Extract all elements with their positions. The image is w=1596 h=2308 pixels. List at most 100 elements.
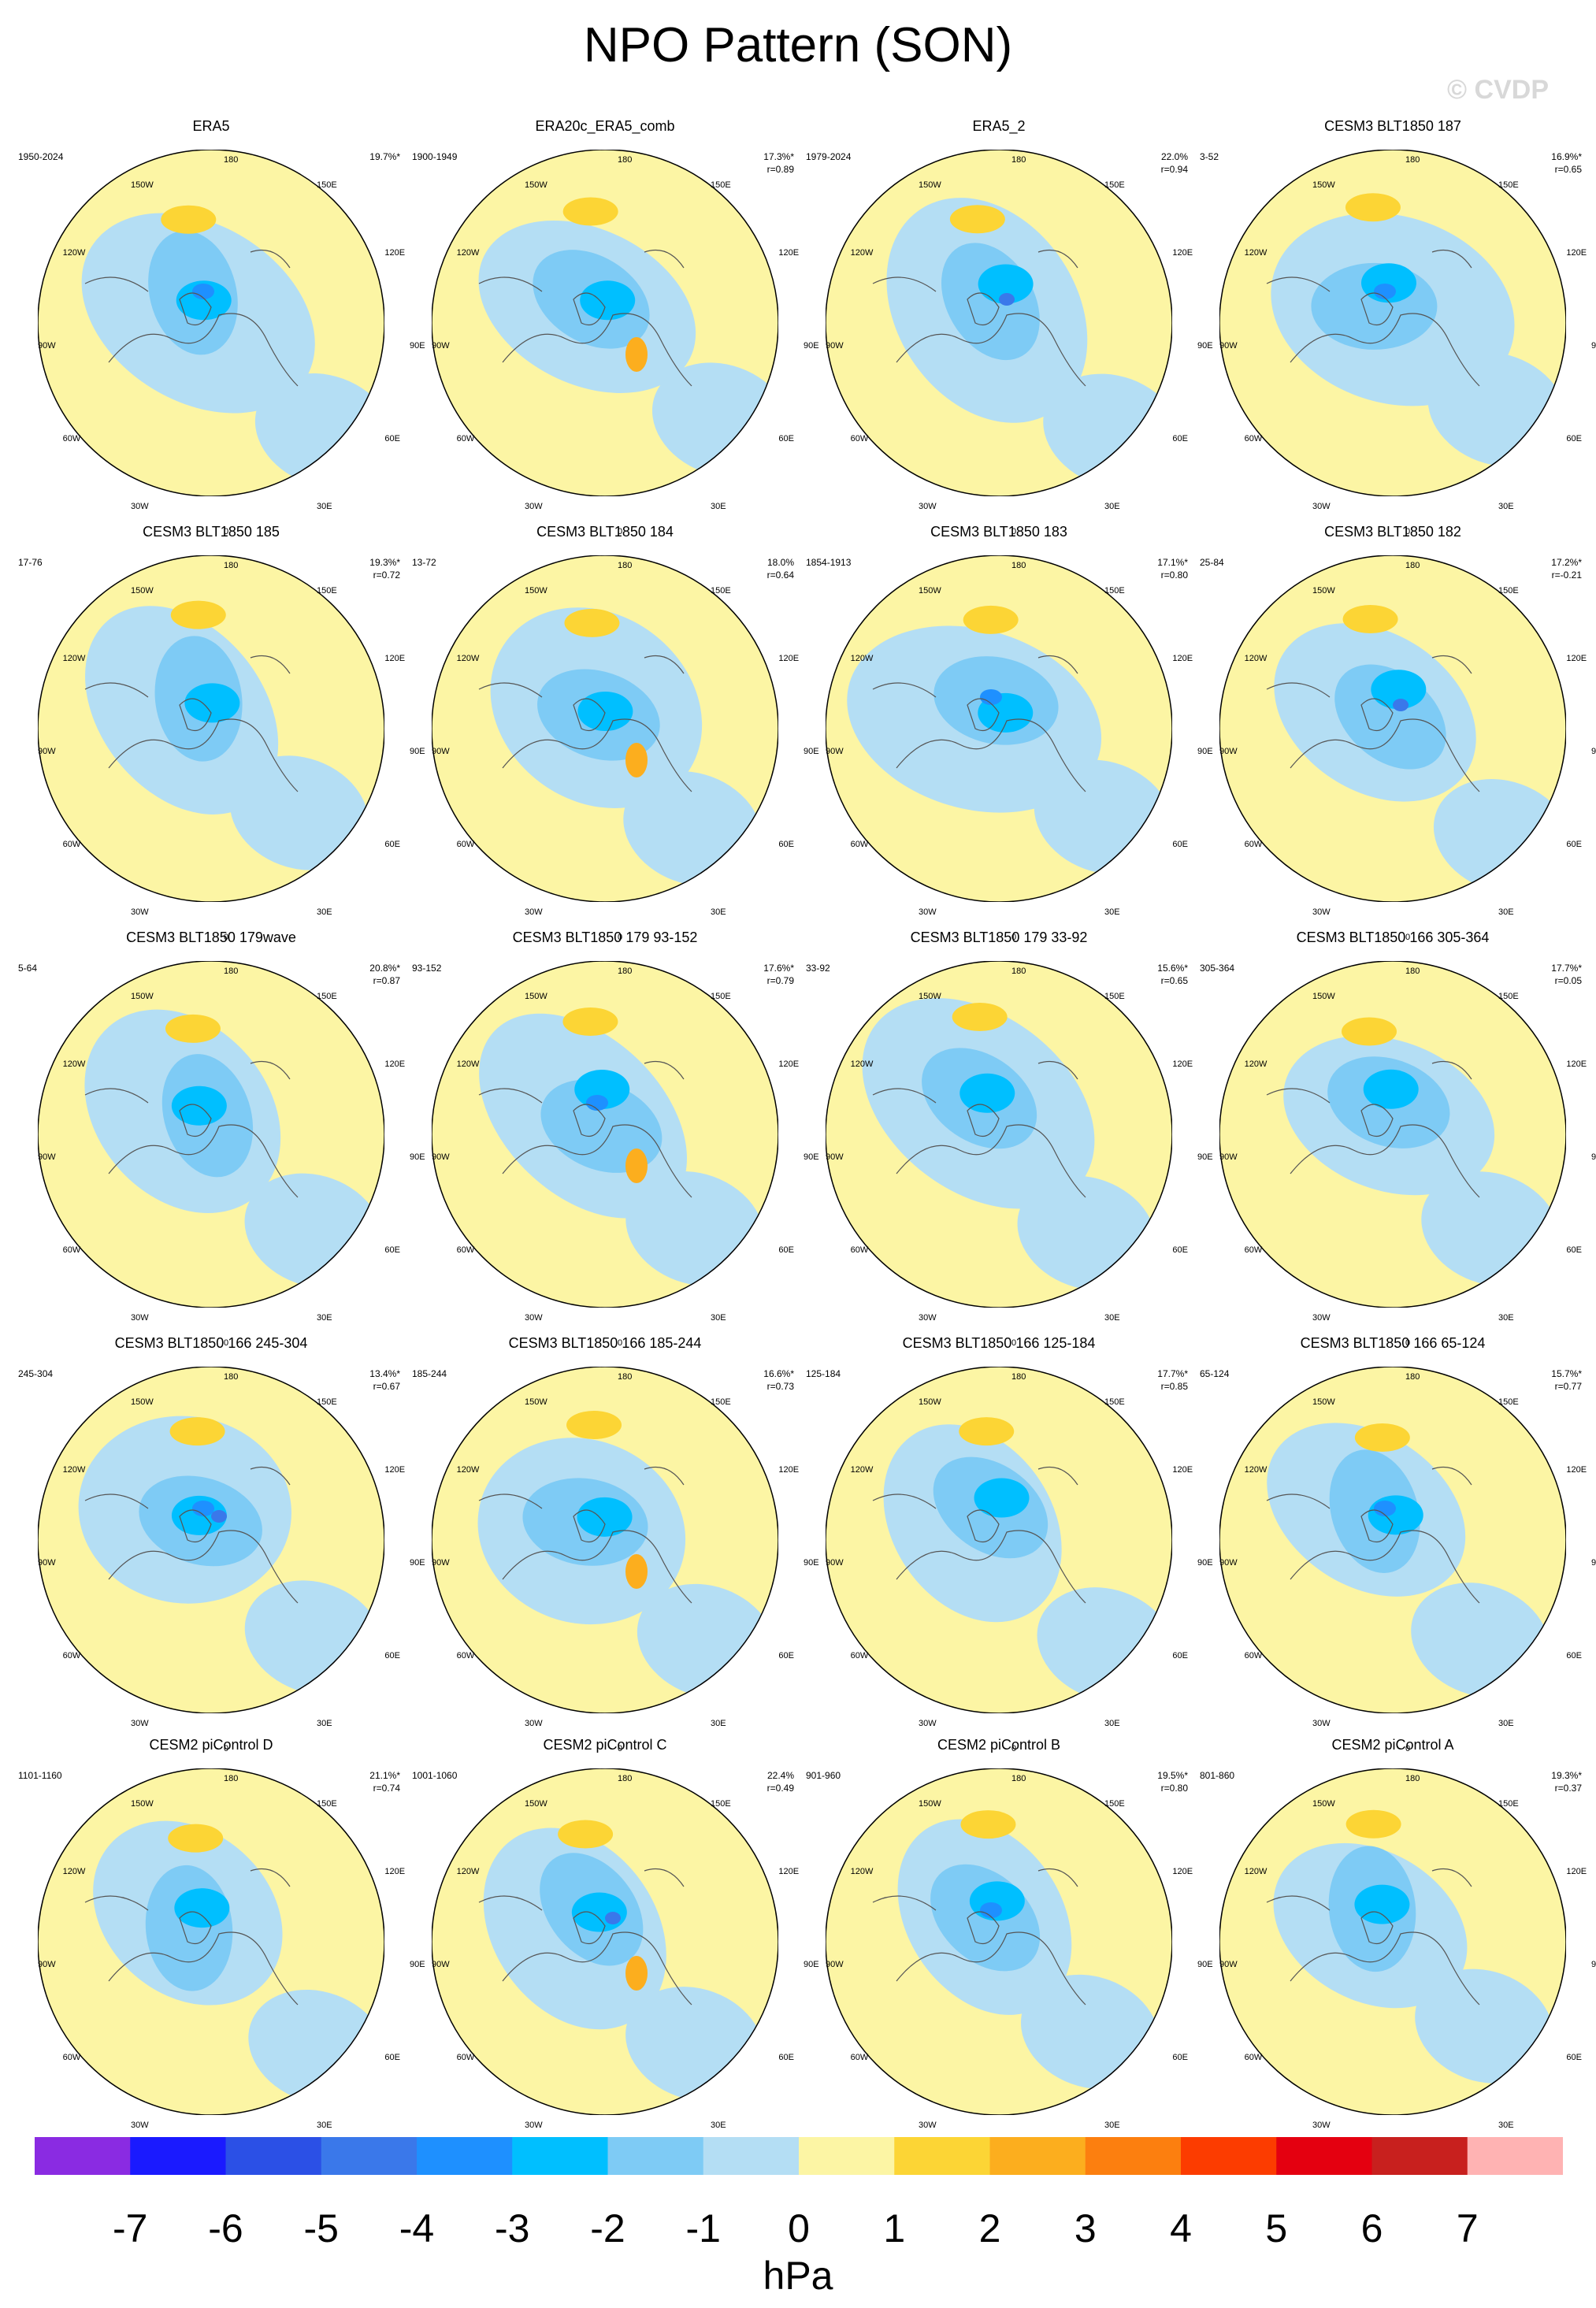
longitude-label: 150E [1104, 1397, 1125, 1407]
panel-years: 1854-1913 [806, 557, 852, 568]
coastline [1266, 249, 1480, 387]
longitude-label: 60W [456, 2053, 475, 2062]
map-panel: CESM3 BLT1850 179 33-92 33-92 15.6%* r=0.65… [802, 930, 1213, 1348]
panel-percent-variance: 18.0% [766, 557, 794, 568]
colorbar-units: hPa [763, 2254, 833, 2298]
longitude-label: 150E [1104, 180, 1125, 190]
longitude-label: 0 [618, 933, 623, 942]
map-panel: CESM2 piControl B 901-960 19.5%* r=0.80 180 1… [802, 1737, 1213, 2155]
longitude-label: 150E [1498, 585, 1519, 596]
longitude-label: 30E [1498, 1719, 1514, 1729]
longitude-label: 150W [525, 585, 547, 596]
longitude-label: 90W [826, 1558, 844, 1568]
colorbar-swatch [417, 2137, 513, 2175]
anomaly-contour [566, 1410, 622, 1439]
longitude-label: 180 [618, 561, 633, 570]
longitude-label: 0 [1405, 527, 1411, 536]
anomaly-contour [978, 264, 1034, 304]
longitude-label: 90W [1219, 1558, 1238, 1568]
anomaly-contour [171, 1085, 227, 1126]
longitude-label: 180 [1405, 967, 1420, 976]
polar-map [432, 1768, 778, 2115]
longitude-label: 30E [711, 502, 726, 512]
panel-pattern-correlation: r=0.65 [1160, 975, 1188, 986]
longitude-label: 60W [850, 2053, 869, 2062]
longitude-label: 30E [1104, 1313, 1120, 1323]
anomaly-contour [169, 1417, 225, 1446]
map-panel: ERA5_2 1979-2024 22.0% r=0.94 180 150W 150E 120… [802, 118, 1213, 536]
longitude-label: 90E [1591, 1152, 1596, 1162]
longitude-label: 30W [919, 1313, 937, 1323]
panel-pattern-correlation: r=0.79 [766, 975, 794, 986]
panel-title: CESM3 BLT1850 182 [1324, 524, 1461, 540]
longitude-label: 90E [804, 1960, 819, 1969]
map-panel: CESM2 piControl D 1101-1160 21.1%* r=0.74 18… [14, 1737, 425, 2155]
coastline [84, 249, 299, 387]
panel-title: CESM3 BLT1850 183 [930, 524, 1067, 540]
panel-pattern-correlation: r=0.65 [1554, 164, 1582, 175]
longitude-label: 150W [131, 585, 154, 596]
panel-years: 25-84 [1200, 557, 1224, 568]
longitude-label: 90W [38, 1152, 56, 1162]
longitude-label: 60W [1244, 1245, 1263, 1255]
anomaly-contour [963, 605, 1019, 634]
panel-title: CESM3 BLT1850 166 305-364 [1296, 930, 1490, 945]
longitude-label: 150W [131, 1397, 154, 1407]
longitude-label: 180 [1405, 1372, 1420, 1382]
map-panel: CESM3 BLT1850 166 65-124 65-124 15.7%* r=0.… [1196, 1335, 1596, 1753]
panel-percent-variance: 22.4% [766, 1770, 794, 1781]
anomaly-contour [999, 293, 1015, 306]
polar-map [1219, 555, 1566, 902]
longitude-label: 180 [618, 155, 633, 165]
longitude-label: 150E [711, 1798, 731, 1809]
longitude-label: 30E [1498, 907, 1514, 918]
anomaly-contour [625, 1554, 648, 1589]
longitude-label: 180 [224, 155, 239, 165]
longitude-label: 120E [1172, 248, 1193, 258]
polar-map [432, 150, 778, 496]
longitude-label: 120W [850, 654, 874, 663]
panel-percent-variance: 17.7%* [1551, 963, 1582, 974]
longitude-label: 120W [1244, 1867, 1268, 1876]
map-panel: CESM3 BLT1850 185 17-76 19.3%* r=0.72 180 150… [14, 524, 425, 942]
anomaly-contour [1374, 284, 1396, 299]
colorbar-swatch [35, 2137, 131, 2175]
coastline [872, 249, 1086, 387]
longitude-label: 120E [778, 1867, 800, 1876]
longitude-label: 120W [62, 1465, 86, 1475]
colorbar-tick-label: 5 [1265, 2206, 1288, 2250]
longitude-label: 60E [778, 840, 794, 849]
longitude-label: 150W [131, 991, 154, 1001]
panel-pattern-correlation: r=0.80 [1160, 570, 1188, 581]
watermark: © CVDP [1447, 75, 1549, 105]
longitude-label: 150E [317, 180, 337, 190]
longitude-label: 90E [410, 1960, 425, 1969]
anomaly-contour [1371, 670, 1427, 710]
polar-map [826, 150, 1172, 496]
longitude-label: 0 [1405, 1338, 1411, 1348]
longitude-label: 120W [850, 1867, 874, 1876]
longitude-label: 60W [850, 1245, 869, 1255]
longitude-label: 150E [317, 1798, 337, 1809]
colorbar-tick-label: -5 [303, 2206, 339, 2250]
longitude-label: 90W [826, 341, 844, 351]
colorbar-tick-label: 3 [1074, 2206, 1097, 2250]
longitude-label: 120E [384, 1059, 406, 1069]
longitude-label: 150E [317, 1397, 337, 1407]
longitude-label: 60E [778, 2053, 794, 2062]
coastline [478, 249, 692, 387]
longitude-label: 60E [1172, 2053, 1188, 2062]
longitude-label: 180 [1011, 967, 1026, 976]
longitude-label: 90E [1197, 341, 1213, 351]
longitude-label: 90W [1219, 341, 1238, 351]
longitude-label: 150E [711, 585, 731, 596]
longitude-label: 30W [919, 2121, 937, 2131]
anomaly-contour [571, 1892, 627, 1932]
longitude-label: 180 [1405, 1774, 1420, 1783]
longitude-label: 90W [1219, 1152, 1238, 1162]
map-panel: ERA20c_ERA5_comb 1900-1949 17.3%* r=0.89 180… [408, 118, 819, 536]
panel-percent-variance: 17.3%* [763, 151, 794, 162]
longitude-label: 0 [224, 1744, 229, 1753]
longitude-label: 150E [1498, 1798, 1519, 1809]
longitude-label: 30E [317, 502, 332, 512]
